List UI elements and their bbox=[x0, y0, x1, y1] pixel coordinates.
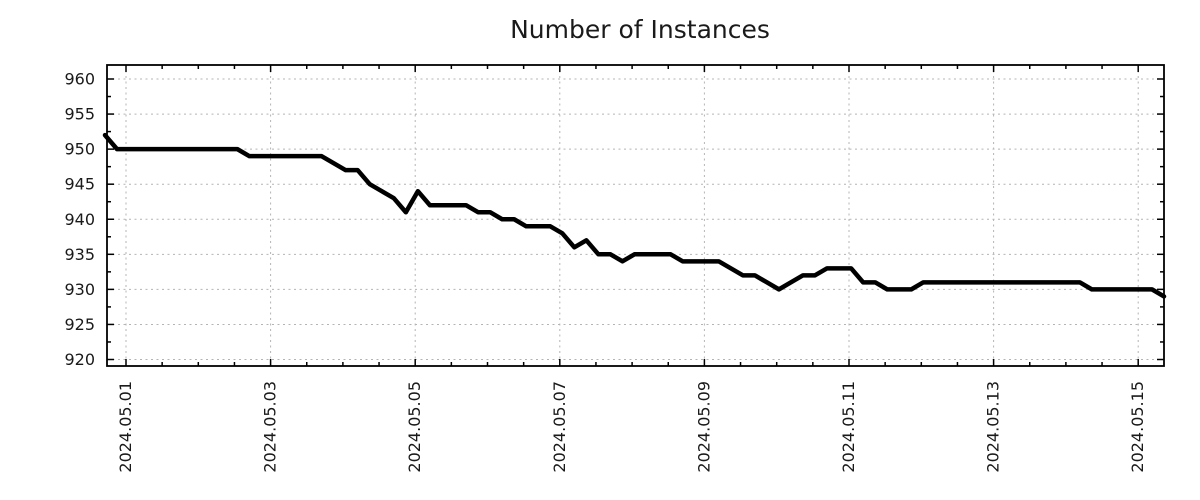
ticks-layer bbox=[107, 65, 1164, 366]
y-tick-label: 960 bbox=[64, 70, 95, 89]
y-tick-label: 935 bbox=[64, 245, 95, 264]
x-tick-label: 2024.05.03 bbox=[261, 381, 280, 473]
tick-labels-layer: 960 955 950 945 940 935 930 925 920 2024.05.01 202… bbox=[64, 70, 1147, 473]
plot-border bbox=[106, 64, 1165, 367]
y-tick-label: 930 bbox=[64, 280, 95, 299]
chart-title: Number of Instances bbox=[510, 15, 770, 44]
y-tick-label: 920 bbox=[64, 350, 95, 369]
y-tick-label: 950 bbox=[64, 140, 95, 159]
x-tick-label: 2024.05.05 bbox=[405, 381, 424, 473]
y-tick-label: 940 bbox=[64, 210, 95, 229]
gridlines-layer bbox=[107, 65, 1164, 366]
x-tick-label: 2024.05.07 bbox=[550, 381, 569, 473]
x-tick-label: 2024.05.15 bbox=[1128, 381, 1147, 473]
y-tick-label: 925 bbox=[64, 315, 95, 334]
x-tick-label: 2024.05.09 bbox=[694, 381, 713, 473]
x-tick-label: 2024.05.11 bbox=[839, 381, 858, 473]
y-tick-label: 945 bbox=[64, 175, 95, 194]
y-tick-label: 955 bbox=[64, 105, 95, 124]
x-tick-label: 2024.05.01 bbox=[116, 381, 135, 473]
series-line-instances bbox=[102, 132, 1167, 299]
x-tick-label: 2024.05.13 bbox=[984, 381, 1003, 473]
